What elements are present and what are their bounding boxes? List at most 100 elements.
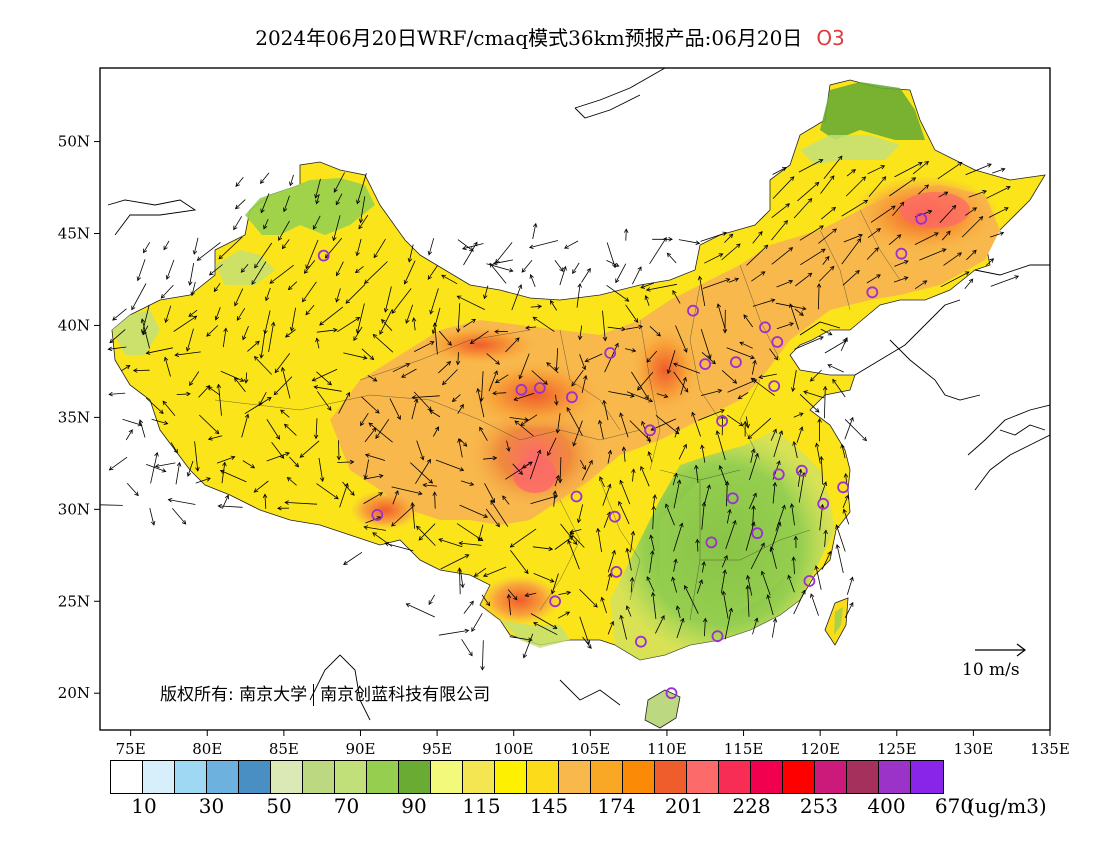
wind-vector-head: [652, 494, 657, 499]
wind-vector: [285, 329, 296, 338]
wind-vector-head: [831, 206, 837, 212]
wind-vector-head: [457, 438, 462, 443]
wind-vector-head: [760, 570, 766, 576]
wind-vector-head: [192, 315, 198, 320]
wind-vector: [678, 444, 687, 460]
wind-vector: [164, 357, 171, 377]
wind-vector: [316, 338, 320, 349]
wind-vector: [676, 606, 681, 618]
wind-vector: [459, 568, 461, 595]
wind-vector-head: [968, 278, 974, 284]
wind-vector-head: [518, 470, 523, 476]
wind-vector-head: [621, 446, 627, 451]
zone-green-northeast: [820, 82, 925, 140]
wind-vector: [218, 505, 243, 508]
wind-vector-head: [721, 590, 727, 596]
wind-vector-head: [456, 328, 461, 333]
wind-vector: [630, 577, 633, 593]
wind-vector: [260, 193, 270, 213]
wind-vector-head: [134, 491, 139, 497]
wind-vector-head: [269, 279, 275, 284]
wind-vector-head: [438, 538, 443, 543]
wind-vector: [797, 182, 819, 202]
wind-vector: [372, 334, 394, 353]
wind-vector-head: [568, 536, 574, 541]
wind-vector-head: [427, 250, 433, 256]
wind-vector-head: [754, 617, 759, 623]
wind-vector-head: [706, 484, 711, 489]
wind-vector: [673, 480, 681, 509]
wind-vector: [189, 371, 200, 386]
wind-vector-head: [358, 224, 363, 230]
wind-vector-head: [521, 268, 526, 273]
wind-vector-head: [230, 455, 236, 460]
wind-vector-head: [214, 429, 220, 435]
wind-vector: [209, 264, 223, 276]
wind-vector-head: [951, 204, 957, 210]
wind-vector-head: [697, 275, 703, 281]
wind-vector: [555, 394, 558, 405]
wind-vector-head: [668, 237, 673, 242]
wind-vector: [213, 282, 221, 292]
wind-vector-head: [648, 398, 654, 403]
wind-vector: [333, 215, 341, 241]
wind-vector: [335, 193, 343, 205]
wind-vector: [571, 369, 584, 387]
wind-vector: [582, 636, 592, 649]
wind-vector-head: [722, 329, 728, 334]
wind-vector: [725, 520, 736, 550]
wind-vector: [414, 341, 434, 352]
wind-vector: [554, 260, 564, 272]
wind-vector: [485, 508, 500, 527]
lon-tick-label: 105E: [571, 740, 611, 758]
wind-vector-head: [222, 461, 227, 467]
wind-vector: [843, 234, 863, 243]
wind-vector: [176, 393, 191, 395]
wind-vector: [112, 308, 127, 321]
wind-vector-head: [284, 423, 289, 429]
wind-vector-head: [327, 406, 332, 411]
wind-vector-head: [722, 231, 728, 236]
wind-vector-head: [650, 426, 656, 431]
wind-vector: [771, 247, 793, 265]
wind-vector: [748, 493, 757, 509]
wind-vector: [316, 329, 337, 333]
wind-vector-head: [972, 249, 977, 255]
zone-green-northeast-2: [800, 135, 900, 165]
wind-vector-head: [564, 244, 569, 249]
wind-vector-head: [810, 593, 815, 598]
wind-vector: [961, 216, 983, 238]
wind-vector: [336, 317, 360, 333]
wind-vector: [893, 277, 908, 283]
wind-vector: [820, 175, 835, 194]
wind-vector: [363, 475, 383, 480]
wind-vector-head: [217, 503, 223, 509]
wind-vector: [198, 385, 210, 398]
wind-vector: [305, 239, 319, 269]
wind-vector-head: [262, 493, 268, 499]
wind-vector-head: [707, 354, 712, 360]
wind-vector-head: [495, 522, 500, 528]
wind-vector-head: [566, 406, 571, 412]
wind-vector: [912, 161, 929, 175]
wind-vector-head: [552, 490, 558, 495]
longitude-axis: 75E 80E 85E 90E 95E 100E 105E 110E 115E 120E 125E 1…: [116, 730, 1070, 758]
wind-vector: [818, 266, 835, 282]
wind-vector: [577, 504, 584, 523]
wind-vector: [672, 290, 681, 304]
wind-vector: [302, 281, 317, 302]
wind-vector-head: [490, 498, 496, 503]
wind-vector-head: [483, 513, 489, 518]
wind-vector-head: [835, 524, 840, 529]
wind-vector-head: [750, 448, 756, 454]
wind-vector-head: [957, 252, 962, 257]
wind-vector: [770, 522, 781, 553]
wind-vector-head: [646, 576, 651, 581]
wind-vector-head: [407, 257, 413, 263]
wind-vector: [892, 201, 905, 216]
wind-vector-head: [207, 386, 213, 391]
wind-vector-head: [572, 269, 577, 275]
wind-vector: [918, 184, 929, 195]
wind-vector: [438, 630, 469, 636]
wind-vector-head: [379, 330, 384, 335]
